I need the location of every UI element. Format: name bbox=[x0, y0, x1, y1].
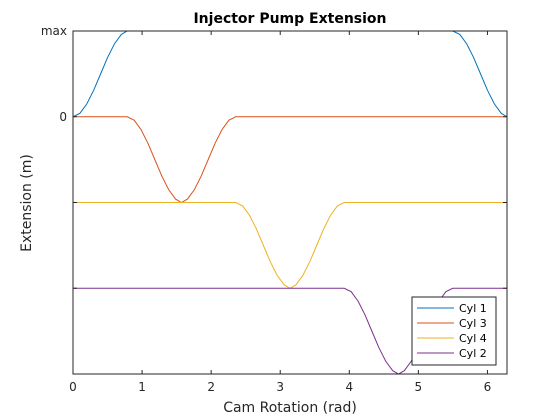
legend: Cyl 1 Cyl 3 Cyl 4 Cyl 2 bbox=[411, 296, 497, 366]
legend-label-cyl-4: Cyl 4 bbox=[459, 332, 487, 345]
legend-label-cyl-2: Cyl 2 bbox=[459, 347, 487, 360]
chart-title: Injector Pump Extension bbox=[193, 11, 386, 27]
y-axis-label: Extension (m) bbox=[19, 154, 35, 252]
x-axis-label: Cam Rotation (rad) bbox=[223, 400, 357, 416]
x-tick-label: 5 bbox=[415, 380, 423, 394]
x-tick-label: 2 bbox=[207, 380, 215, 394]
y-tick-label: max bbox=[41, 24, 67, 38]
x-tick-label: 4 bbox=[345, 380, 353, 394]
y-tick-label: 0 bbox=[59, 110, 67, 124]
x-tick-label: 1 bbox=[138, 380, 146, 394]
x-tick-label: 0 bbox=[69, 380, 77, 394]
legend-label-cyl-1: Cyl 1 bbox=[459, 302, 487, 315]
ticks-layer: 0 1 2 3 4 5 6 max 0 bbox=[41, 24, 507, 394]
x-tick-label: 6 bbox=[484, 380, 492, 394]
legend-label-cyl-3: Cyl 3 bbox=[459, 317, 487, 330]
x-tick-label: 3 bbox=[276, 380, 284, 394]
